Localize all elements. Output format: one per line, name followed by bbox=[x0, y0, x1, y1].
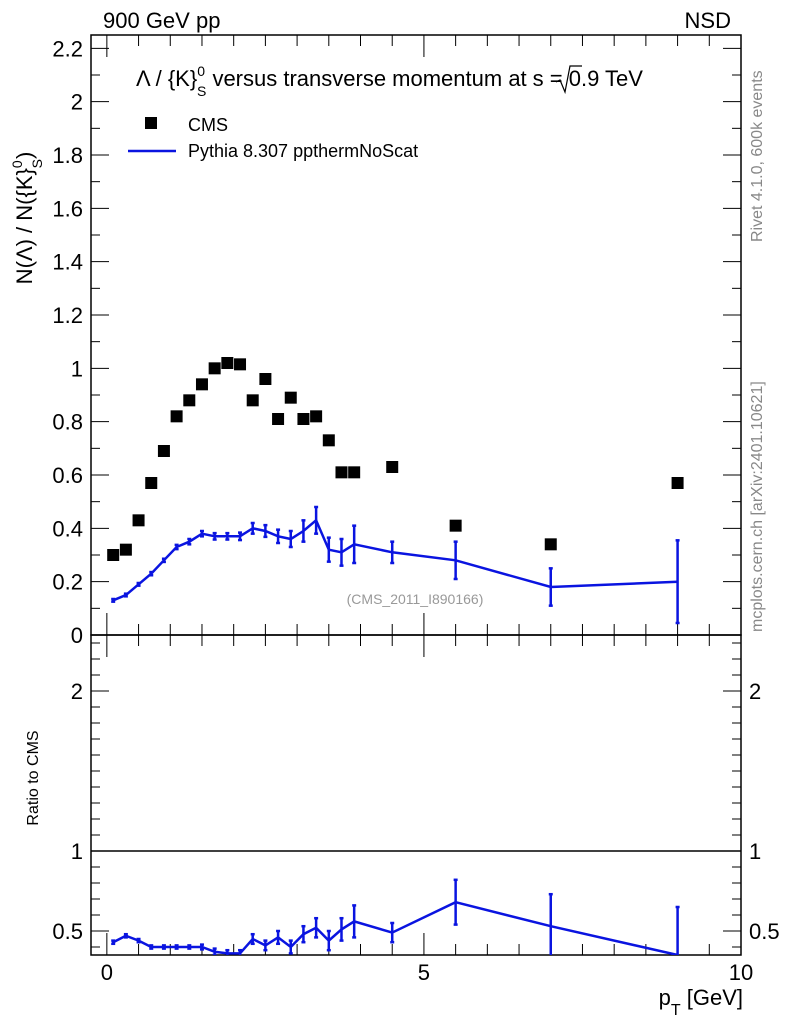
cms-data-point bbox=[246, 394, 259, 407]
mc-series-line bbox=[112, 518, 678, 602]
cms-data-point bbox=[449, 519, 462, 532]
cms-data-point bbox=[322, 434, 335, 447]
cms-data-point bbox=[348, 466, 361, 479]
x-axis-label: pT [GeV] bbox=[659, 985, 743, 1019]
cms-data-point bbox=[310, 410, 323, 423]
cms-data-point bbox=[119, 543, 132, 556]
y-tick-label: 0.2 bbox=[52, 570, 83, 595]
cms-data-point bbox=[671, 477, 684, 489]
rivet-info: Rivet 4.1.0, 600k events bbox=[749, 70, 766, 242]
y-tick-label: 1.8 bbox=[52, 143, 83, 168]
ratio-series-line bbox=[112, 900, 678, 955]
y-tick-label: 2.2 bbox=[52, 36, 83, 61]
y-tick-label: 0.4 bbox=[52, 516, 83, 541]
cms-data-point bbox=[221, 357, 234, 369]
cms-data-point bbox=[544, 538, 557, 551]
main-y-axis: 0 0.2 0.4 0.6 0.8 1 1.2 1.4 1.6 1.8 2 2.2 bbox=[52, 36, 741, 648]
y-tick-label: 1.4 bbox=[52, 250, 83, 275]
cms-data-point bbox=[234, 358, 247, 371]
ratio-plot-frame bbox=[90, 634, 742, 956]
cms-data-point bbox=[170, 410, 183, 423]
x-tick-label: 10 bbox=[729, 960, 753, 985]
cms-data-point bbox=[195, 378, 208, 391]
x-axis: 0 5 10 bbox=[101, 35, 753, 985]
legend-data-marker bbox=[145, 117, 157, 129]
y-tick-label: 1.6 bbox=[52, 196, 83, 221]
y-tick-label: 0 bbox=[71, 623, 83, 648]
cms-data-point bbox=[145, 477, 158, 489]
y-tick-label: 1.2 bbox=[52, 303, 83, 328]
cms-data-point bbox=[386, 461, 399, 473]
legend-mc-label: Pythia 8.307 ppthermNoScat bbox=[188, 141, 418, 161]
ratio-y-tick-label: 2 bbox=[71, 679, 83, 704]
cms-data-point bbox=[157, 445, 170, 457]
x-tick-label: 5 bbox=[418, 960, 430, 985]
y-axis-label: N(Λ) / N({K}0 S) bbox=[9, 152, 45, 285]
cms-data-point bbox=[259, 373, 272, 385]
header-right: NSD bbox=[685, 8, 731, 33]
ratio-y-tick-label-right: 2 bbox=[749, 679, 761, 704]
ratio-y-tick-label-right: 1 bbox=[749, 839, 761, 864]
analysis-label: (CMS_2011_I890166) bbox=[347, 591, 484, 607]
cms-data-point bbox=[297, 413, 310, 425]
ratio-y-axis-label: Ratio to CMS bbox=[25, 730, 42, 825]
y-tick-label: 0.6 bbox=[52, 463, 83, 488]
mcplots-info: mcplots.cern.ch [arXiv:2401.10621] bbox=[749, 381, 766, 632]
y-tick-label: 2 bbox=[71, 90, 83, 115]
header-left: 900 GeV pp bbox=[103, 8, 220, 33]
ratio-y-axis: 0.5 0.5 1 1 2 2 bbox=[52, 642, 780, 948]
sqrt-symbol bbox=[555, 65, 582, 95]
cms-data-point bbox=[132, 514, 145, 527]
cms-data-point bbox=[335, 466, 348, 479]
y-tick-label: 0.8 bbox=[52, 410, 83, 435]
ratio-y-tick-label: 0.5 bbox=[52, 919, 83, 944]
cms-data-point bbox=[272, 413, 285, 425]
cms-data-point bbox=[208, 362, 221, 375]
ratio-error-bars bbox=[111, 878, 680, 955]
cms-data-points bbox=[107, 357, 684, 561]
x-tick-label: 0 bbox=[101, 960, 113, 985]
cms-data-point bbox=[284, 391, 297, 404]
ratio-y-tick-label-right: 0.5 bbox=[749, 919, 780, 944]
cms-data-point bbox=[183, 394, 196, 407]
legend-data-label: CMS bbox=[188, 115, 228, 135]
plot-title: Λ / {K}0 S versus transverse momentum at s… bbox=[136, 63, 643, 99]
y-tick-label: 1 bbox=[71, 356, 83, 381]
ratio-y-tick-label: 1 bbox=[71, 839, 83, 864]
cms-data-point bbox=[107, 549, 120, 561]
